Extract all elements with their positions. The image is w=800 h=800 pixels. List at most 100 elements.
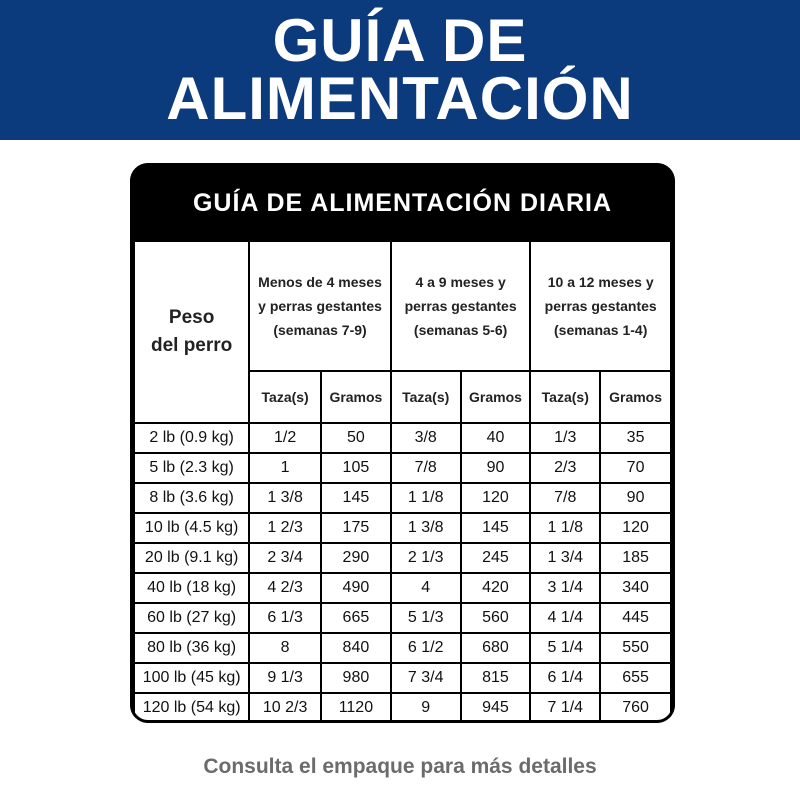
group-line: (semanas 5-6) <box>413 322 508 338</box>
group-header: 10 a 12 meses y perras gestantes (semanas … <box>529 240 672 372</box>
table-row: 100 lb (45 kg) 9 1/3 980 7 3/4 815 6 1/4 655 <box>132 662 672 694</box>
table-body: 2 lb (0.9 kg) 1/2 50 3/8 40 1/3 35 5 lb (2.3 kg… <box>132 422 672 723</box>
grams-cell: 550 <box>599 632 672 664</box>
cups-cell: 3 1/4 <box>529 572 602 604</box>
group-line: Menos de 4 meses <box>258 274 382 290</box>
grams-cell: 105 <box>319 452 392 484</box>
weight-cell: 80 lb (36 kg) <box>132 632 251 664</box>
weight-cell: 120 lb (54 kg) <box>132 692 251 723</box>
cups-cell: 2/3 <box>529 452 602 484</box>
grams-cell: 1120 <box>319 692 392 723</box>
cups-cell: 8 <box>248 632 322 664</box>
weight-cell: 40 lb (18 kg) <box>132 572 251 604</box>
weight-header-line2: del perro <box>150 335 233 356</box>
cups-cell: 1 1/8 <box>389 482 462 514</box>
weight-cell: 8 lb (3.6 kg) <box>132 482 251 514</box>
cups-cell: 7 3/4 <box>389 662 462 694</box>
grams-cell: 290 <box>319 542 392 574</box>
table-row: 10 lb (4.5 kg) 1 2/3 175 1 3/8 145 1 1/8 120 <box>132 512 672 544</box>
grams-cell: 90 <box>459 452 532 484</box>
grams-cell: 35 <box>599 422 672 454</box>
weight-header-line1: Peso <box>168 307 215 328</box>
cups-cell: 1 2/3 <box>248 512 322 544</box>
weight-cell: 20 lb (9.1 kg) <box>132 542 251 574</box>
cups-cell: 1 3/8 <box>248 482 322 514</box>
cups-cell: 1 <box>248 452 322 484</box>
weight-cell: 5 lb (2.3 kg) <box>132 452 251 484</box>
grams-cell: 655 <box>599 662 672 694</box>
weight-header: Peso del perro <box>132 240 251 424</box>
table-title: GUÍA DE ALIMENTACIÓN DIARIA <box>192 189 613 217</box>
banner-title-line1: GUÍA DE <box>272 7 528 74</box>
grams-cell: 120 <box>599 512 672 544</box>
table-row: 40 lb (18 kg) 4 2/3 490 4 420 3 1/4 340 <box>132 572 672 604</box>
table-row: 2 lb (0.9 kg) 1/2 50 3/8 40 1/3 35 <box>132 422 672 454</box>
grams-cell: 980 <box>319 662 392 694</box>
cups-cell: 1 3/4 <box>529 542 602 574</box>
grams-cell: 340 <box>599 572 672 604</box>
feeding-table: Peso del perro Menos de 4 meses y perras g… <box>132 240 672 723</box>
grams-cell: 560 <box>459 602 532 634</box>
grams-cell: 815 <box>459 662 532 694</box>
cups-cell: 9 <box>389 692 462 723</box>
group-line: perras gestantes <box>544 298 657 314</box>
cups-cell: 5 1/3 <box>389 602 462 634</box>
table-row: 20 lb (9.1 kg) 2 3/4 290 2 1/3 245 1 3/4 185 <box>132 542 672 574</box>
grams-cell: 445 <box>599 602 672 634</box>
grams-cell: 120 <box>459 482 532 514</box>
group-line: perras gestantes <box>404 298 517 314</box>
grams-cell: 665 <box>319 602 392 634</box>
table-row: 120 lb (54 kg) 10 2/3 1120 9 945 7 1/4 760 <box>132 692 672 723</box>
banner: GUÍA DE ALIMENTACIÓN <box>0 0 800 140</box>
weight-cell: 2 lb (0.9 kg) <box>132 422 251 454</box>
cups-cell: 4 2/3 <box>248 572 322 604</box>
group-line: (semanas 1-4) <box>554 322 648 338</box>
cups-cell: 3/8 <box>389 422 462 454</box>
subheader-cups: Taza(s) <box>389 370 462 424</box>
grams-cell: 680 <box>459 632 532 664</box>
weight-cell: 10 lb (4.5 kg) <box>132 512 251 544</box>
cups-cell: 4 <box>389 572 462 604</box>
feeding-guide-card: GUÍA DE ALIMENTACIÓN DIARIA Peso del perr… <box>130 163 675 723</box>
cups-cell: 7/8 <box>389 452 462 484</box>
group-line: y perras gestantes <box>258 298 382 314</box>
cups-cell: 7/8 <box>529 482 602 514</box>
group-header: 4 a 9 meses y perras gestantes (semanas 5-… <box>389 240 532 372</box>
grams-cell: 40 <box>459 422 532 454</box>
weight-cell: 60 lb (27 kg) <box>132 602 251 634</box>
group-line: 10 a 12 meses y <box>547 274 654 290</box>
cups-cell: 4 1/4 <box>529 602 602 634</box>
table-row: 8 lb (3.6 kg) 1 3/8 145 1 1/8 120 7/8 90 <box>132 482 672 514</box>
subheader-grams: Gramos <box>319 370 392 424</box>
grams-cell: 490 <box>319 572 392 604</box>
subheader-grams: Gramos <box>459 370 532 424</box>
cups-cell: 6 1/3 <box>248 602 322 634</box>
table-row: 80 lb (36 kg) 8 840 6 1/2 680 5 1/4 550 <box>132 632 672 664</box>
grams-cell: 760 <box>599 692 672 723</box>
grams-cell: 90 <box>599 482 672 514</box>
cups-cell: 6 1/4 <box>529 662 602 694</box>
cups-cell: 6 1/2 <box>389 632 462 664</box>
grams-cell: 50 <box>319 422 392 454</box>
cups-cell: 1/2 <box>248 422 322 454</box>
cups-cell: 5 1/4 <box>529 632 602 664</box>
grams-cell: 945 <box>459 692 532 723</box>
cups-cell: 9 1/3 <box>248 662 322 694</box>
table-row: 5 lb (2.3 kg) 1 105 7/8 90 2/3 70 <box>132 452 672 484</box>
grams-cell: 145 <box>459 512 532 544</box>
group-line: 4 a 9 meses y <box>415 274 506 290</box>
cups-cell: 10 2/3 <box>248 692 322 723</box>
subheader-cups: Taza(s) <box>248 370 322 424</box>
cups-cell: 2 1/3 <box>389 542 462 574</box>
grams-cell: 420 <box>459 572 532 604</box>
cups-cell: 1/3 <box>529 422 602 454</box>
grams-cell: 70 <box>599 452 672 484</box>
subheader-grams: Gramos <box>599 370 672 424</box>
cups-cell: 7 1/4 <box>529 692 602 723</box>
grams-cell: 840 <box>319 632 392 664</box>
grams-cell: 185 <box>599 542 672 574</box>
cups-cell: 1 3/8 <box>389 512 462 544</box>
cups-cell: 1 1/8 <box>529 512 602 544</box>
grams-cell: 145 <box>319 482 392 514</box>
weight-cell: 100 lb (45 kg) <box>132 662 251 694</box>
